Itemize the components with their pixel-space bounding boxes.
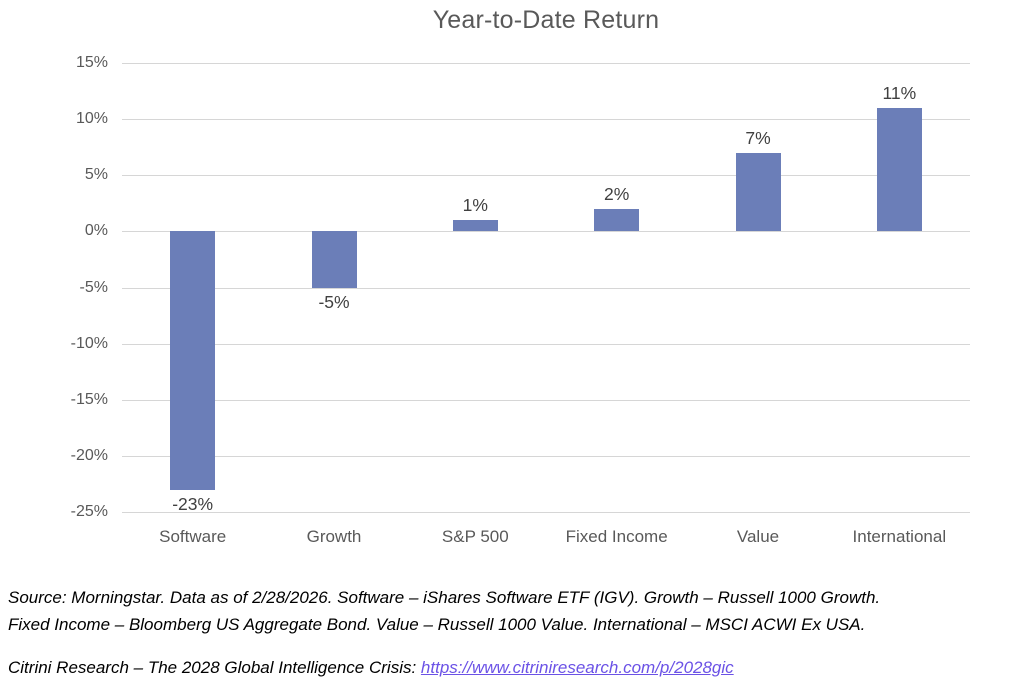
x-axis-category-label: Software — [159, 527, 227, 546]
bar-fixed-income — [594, 208, 640, 232]
x-axis-category-label: Fixed Income — [565, 527, 668, 546]
y-axis-tick-label: -10% — [70, 334, 108, 352]
gridline — [122, 512, 970, 513]
bar-value-label: 1% — [462, 195, 488, 216]
bar-value-label: 7% — [745, 127, 771, 148]
x-axis-category-label: S&P 500 — [441, 527, 509, 546]
y-axis-tick-label: 0% — [84, 222, 108, 240]
y-axis-tick-label: -5% — [79, 278, 108, 296]
source-note: Source: Morningstar. Data as of 2/28/202… — [8, 584, 1016, 638]
bar-growth — [311, 231, 357, 288]
bar-value-label: -23% — [172, 493, 214, 514]
source-line-2: Fixed Income – Bloomberg US Aggregate Bo… — [8, 615, 866, 634]
gridline — [122, 399, 970, 401]
y-axis-tick-label: 10% — [75, 110, 108, 128]
bar-value-label: 2% — [604, 183, 630, 204]
source-line-1: Source: Morningstar. Data as of 2/28/202… — [8, 588, 881, 607]
chart-title: Year-to-Date Return — [432, 6, 660, 34]
bar-international — [876, 107, 922, 232]
x-axis-category-label: Growth — [306, 527, 362, 546]
gridline — [122, 343, 970, 345]
bar-value — [735, 152, 781, 232]
y-axis-tick-label: -25% — [70, 503, 108, 520]
gridline — [122, 231, 970, 233]
gridline — [122, 63, 970, 64]
bar-value-label: 11% — [882, 82, 917, 103]
y-axis-tick-label: -20% — [70, 446, 108, 464]
x-axis-category-label: International — [852, 527, 947, 546]
credit-text: Citrini Research – The 2028 Global Intel… — [8, 658, 421, 677]
gridline — [122, 175, 970, 177]
gridline — [122, 287, 970, 289]
y-axis-tick-label: 15% — [75, 54, 108, 71]
gridline — [122, 455, 970, 457]
bar-value-label: -5% — [318, 291, 350, 312]
bar-software — [170, 231, 216, 490]
y-axis-tick-label: -15% — [70, 390, 108, 408]
gridline — [122, 119, 970, 121]
y-axis-tick-label: 5% — [84, 166, 108, 184]
credit-link[interactable]: https://www.citriniresearch.com/p/2028gi… — [420, 658, 734, 677]
x-axis-category-label: Value — [736, 527, 780, 546]
credit-line: Citrini Research – The 2028 Global Intel… — [8, 654, 1016, 681]
bar-s-p-500 — [452, 220, 498, 232]
